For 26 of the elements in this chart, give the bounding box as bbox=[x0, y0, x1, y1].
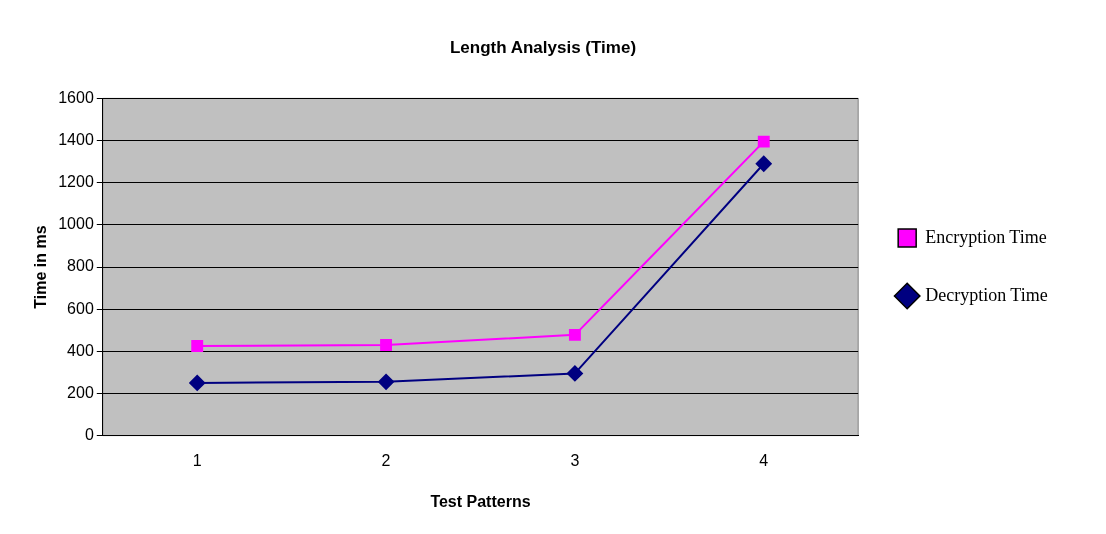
point bbox=[757, 135, 770, 148]
point bbox=[755, 155, 772, 172]
y-tick-label: 200 bbox=[67, 383, 94, 401]
x-tick-label: 2 bbox=[381, 451, 391, 469]
y-axis-title: Time in ms bbox=[32, 225, 50, 309]
y-tick-label: 0 bbox=[84, 426, 94, 444]
legend-label: Encryption Time bbox=[925, 226, 1047, 247]
point bbox=[380, 339, 393, 351]
x-tick-label: 3 bbox=[570, 451, 580, 469]
x-tick-label: 4 bbox=[759, 451, 769, 469]
point bbox=[189, 374, 206, 391]
legend-label: Decryption Time bbox=[925, 284, 1048, 305]
point bbox=[568, 328, 581, 341]
y-tick-label: 800 bbox=[67, 257, 94, 275]
point bbox=[378, 373, 395, 390]
point bbox=[566, 365, 583, 382]
y-tick-label: 1200 bbox=[58, 173, 94, 191]
y-tick-label: 1400 bbox=[58, 130, 94, 148]
chart-title: Length Analysis (Time) bbox=[449, 37, 637, 57]
x-tick-label: 1 bbox=[192, 451, 202, 469]
x-axis-title: Test Patterns bbox=[430, 492, 531, 510]
y-tick-label: 400 bbox=[67, 341, 94, 359]
y-tick-label: 600 bbox=[67, 299, 94, 317]
y-tick-label: 1000 bbox=[58, 215, 94, 233]
y-tick-label: 1600 bbox=[58, 88, 94, 106]
point bbox=[191, 340, 204, 352]
